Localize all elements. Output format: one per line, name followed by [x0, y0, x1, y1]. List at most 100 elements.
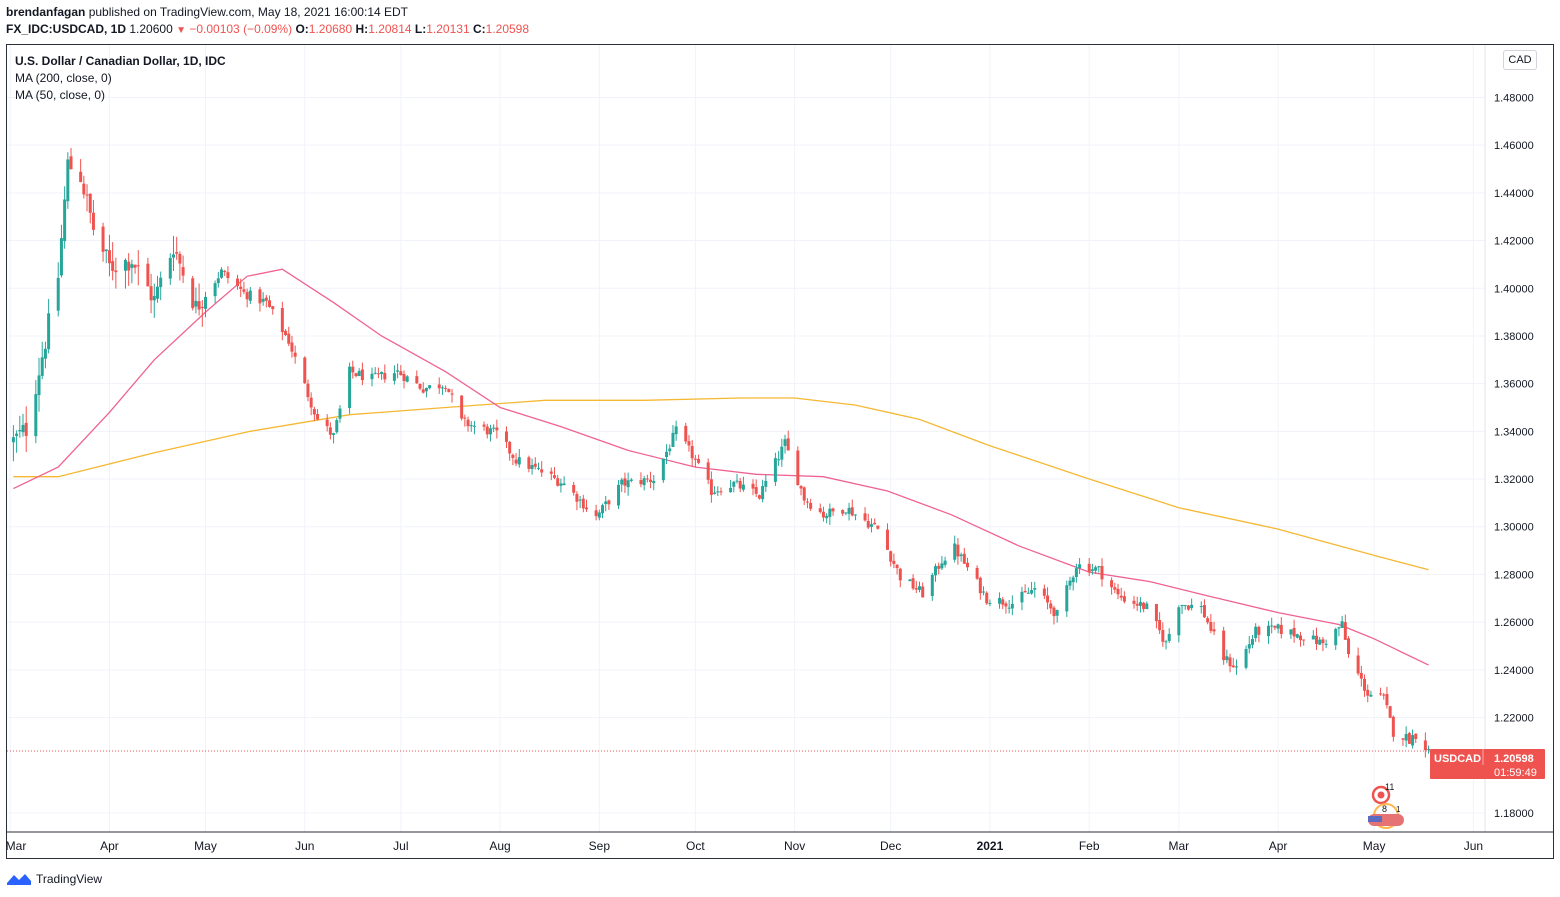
candle[interactable] [639, 472, 643, 488]
candle[interactable] [1315, 627, 1319, 650]
candle[interactable] [223, 269, 227, 276]
candle[interactable] [63, 186, 67, 249]
candle[interactable] [332, 432, 336, 444]
candle[interactable] [642, 475, 646, 491]
candle[interactable] [1138, 597, 1142, 613]
candle[interactable] [437, 377, 441, 394]
candle[interactable] [754, 479, 758, 498]
candle[interactable] [1225, 649, 1229, 664]
candle[interactable] [629, 478, 633, 483]
candle[interactable] [85, 184, 89, 212]
candle[interactable] [178, 251, 182, 281]
candle[interactable] [220, 267, 224, 279]
candle[interactable] [11, 425, 15, 462]
candle[interactable] [1042, 584, 1046, 600]
candle[interactable] [850, 499, 854, 517]
candle[interactable] [1119, 587, 1123, 601]
candle[interactable] [668, 444, 672, 456]
candle[interactable] [248, 287, 252, 305]
candle[interactable] [533, 457, 537, 470]
candle[interactable] [1167, 628, 1171, 644]
candle[interactable] [687, 435, 691, 452]
candle[interactable] [111, 242, 115, 281]
candle[interactable] [911, 574, 915, 591]
candle[interactable] [421, 382, 425, 394]
candle[interactable] [623, 472, 627, 493]
candle[interactable] [264, 294, 268, 308]
candle[interactable] [527, 455, 531, 473]
candle[interactable] [508, 440, 512, 461]
candle[interactable] [472, 420, 476, 435]
candle[interactable] [892, 553, 896, 569]
candle[interactable] [930, 572, 934, 601]
candle[interactable] [601, 503, 605, 519]
candle[interactable] [914, 580, 918, 594]
candle[interactable] [934, 563, 938, 582]
candle[interactable] [1030, 581, 1034, 595]
candle[interactable] [444, 385, 448, 393]
candle[interactable] [549, 467, 553, 481]
candle[interactable] [79, 159, 83, 183]
candle[interactable] [56, 262, 60, 317]
candle[interactable] [258, 286, 262, 312]
candle[interactable] [578, 496, 582, 509]
candle[interactable] [428, 385, 432, 390]
candle[interactable] [1154, 603, 1158, 629]
candle[interactable] [1094, 565, 1098, 574]
candle[interactable] [312, 406, 316, 422]
candle[interactable] [908, 578, 912, 582]
candle[interactable] [1414, 733, 1418, 744]
candle[interactable] [466, 416, 470, 432]
candle[interactable] [738, 477, 742, 493]
candle[interactable] [261, 292, 265, 306]
candle[interactable] [716, 486, 720, 496]
candle[interactable] [873, 518, 877, 525]
candle[interactable] [1254, 623, 1258, 642]
candle[interactable] [552, 467, 556, 480]
candle[interactable] [1356, 647, 1360, 676]
candle[interactable] [492, 424, 496, 433]
candle[interactable] [155, 275, 159, 303]
candle[interactable] [200, 300, 204, 327]
candle[interactable] [1427, 745, 1431, 754]
candle[interactable] [751, 479, 755, 496]
ma200-line[interactable] [13, 397, 1429, 571]
candle[interactable] [1026, 587, 1030, 594]
candle[interactable] [271, 305, 275, 315]
candle[interactable] [171, 235, 175, 271]
candle[interactable] [338, 405, 342, 423]
candle[interactable] [415, 370, 419, 384]
candle[interactable] [937, 562, 941, 575]
candle[interactable] [1110, 577, 1114, 595]
candle[interactable] [351, 360, 355, 379]
candle[interactable] [440, 385, 444, 395]
candle[interactable] [713, 486, 717, 495]
candle[interactable] [306, 379, 310, 402]
candle[interactable] [559, 478, 563, 493]
candle[interactable] [1324, 639, 1328, 648]
candle[interactable] [107, 234, 111, 277]
candle[interactable] [645, 474, 649, 483]
candle[interactable] [447, 388, 451, 393]
candle[interactable] [168, 253, 172, 285]
candle[interactable] [280, 301, 284, 341]
candle[interactable] [380, 371, 384, 380]
candle[interactable] [504, 426, 508, 449]
candle[interactable] [91, 200, 95, 236]
candle[interactable] [236, 274, 240, 290]
candle[interactable] [844, 512, 848, 516]
candle[interactable] [962, 547, 966, 564]
candle[interactable] [1209, 613, 1213, 634]
candle[interactable] [1023, 584, 1027, 593]
candle[interactable] [1158, 612, 1162, 634]
candle[interactable] [617, 479, 621, 510]
candle[interactable] [348, 362, 352, 414]
candle[interactable] [1001, 596, 1005, 610]
candle[interactable] [802, 486, 806, 506]
candle[interactable] [514, 453, 518, 467]
candle[interactable] [303, 356, 307, 384]
candle[interactable] [706, 458, 710, 485]
candle[interactable] [783, 434, 787, 454]
candle[interactable] [1411, 729, 1415, 749]
candle[interactable] [1385, 686, 1389, 709]
